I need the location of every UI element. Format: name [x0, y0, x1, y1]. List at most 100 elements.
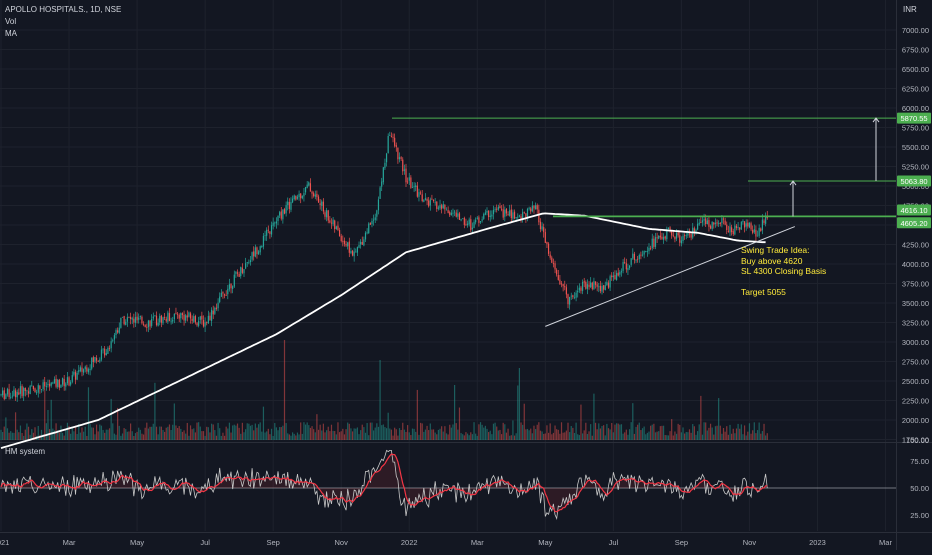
candle-body [458, 213, 461, 220]
volume-bar [185, 433, 187, 440]
candle-body [447, 210, 449, 214]
candle-body [84, 366, 86, 370]
volume-bar [249, 425, 252, 440]
candle-body [402, 159, 404, 172]
candle-body [594, 281, 597, 285]
candle-body [183, 314, 185, 321]
volume-bar [172, 424, 174, 440]
candle-body [449, 212, 451, 216]
candle-body [421, 194, 423, 201]
level-badge [897, 204, 931, 216]
volume-bar [275, 427, 277, 440]
volume-bar [431, 429, 433, 440]
candle-body [313, 193, 315, 196]
candle-body [340, 235, 342, 242]
osc-slow-line [0, 453, 768, 513]
candle-body [598, 286, 600, 288]
volume-bar [614, 424, 616, 440]
volume-bar [750, 433, 752, 440]
candle-body [108, 348, 111, 349]
candle-body [330, 222, 333, 224]
volume-bar [645, 434, 647, 440]
volume-bar [10, 431, 12, 440]
candle-body [45, 385, 47, 387]
volume-bar [573, 432, 576, 440]
volume-bar [112, 423, 114, 440]
volume-bar [361, 424, 363, 440]
candle-body [0, 394, 2, 396]
candle-body [280, 211, 282, 219]
candle-body [198, 320, 200, 326]
candle-body [316, 193, 318, 197]
candle-body [110, 341, 112, 349]
candle-body [674, 236, 676, 240]
volume-bar [188, 435, 190, 440]
volume-bar [518, 368, 520, 440]
volume-bar [695, 434, 697, 440]
candle-body [136, 316, 138, 321]
level-badge-label: 5063.80 [900, 177, 927, 186]
volume-bar [3, 426, 5, 440]
volume-bar [546, 425, 548, 440]
volume-bar [326, 430, 328, 440]
volume-bar [632, 403, 634, 440]
volume-bar [693, 426, 695, 440]
osc-fast-line [0, 449, 768, 520]
volume-bar [230, 432, 232, 440]
candle-body [471, 227, 474, 230]
candle-body [700, 222, 702, 223]
candle-body [510, 209, 512, 219]
candle-body [52, 382, 54, 384]
volume-bar [559, 433, 561, 440]
candle-body [556, 269, 558, 275]
volume-bar [549, 423, 551, 440]
candle-body [390, 135, 393, 137]
candle-body [47, 384, 49, 386]
volume-bar [622, 433, 624, 440]
candle-body [546, 242, 548, 245]
candle-body [74, 371, 77, 380]
candle-body [149, 320, 151, 327]
candle-body [604, 285, 606, 291]
volume-bar [541, 431, 543, 440]
candle-body [285, 205, 287, 214]
volume-bar [356, 427, 358, 440]
volume-bar [713, 434, 715, 440]
candle-body [569, 296, 571, 305]
annotation-line-3: SL 4300 Closing Basis [741, 266, 827, 276]
candle-body [462, 218, 464, 220]
candle-body [353, 251, 355, 257]
candle-body [431, 198, 433, 200]
candle-body [130, 316, 132, 319]
price-tick-label: 2250.00 [902, 397, 929, 406]
volume-bar [677, 423, 679, 440]
time-tick-label: Jul [609, 538, 619, 547]
candle-body [162, 317, 164, 324]
osc-tick-label: 75.00 [910, 457, 929, 466]
candle-body [552, 263, 555, 265]
volume-bar [78, 423, 80, 440]
candle-body [32, 385, 34, 389]
candle-body [381, 181, 383, 187]
volume-bar [329, 431, 331, 440]
candle-body [235, 271, 237, 274]
price-tick-label: 4000.00 [902, 260, 929, 269]
volume-bar [160, 426, 162, 440]
candle-body [76, 373, 78, 380]
candle-body [484, 212, 486, 215]
volume-bar [616, 423, 618, 440]
candle-body [701, 220, 704, 223]
volume-bar [599, 428, 601, 440]
candle-body [322, 201, 324, 212]
candle-body [400, 157, 402, 159]
candle-body [436, 201, 438, 209]
candle-body [6, 388, 9, 395]
candle-body [225, 295, 227, 296]
candle-body [408, 177, 410, 181]
candle-body [572, 295, 574, 298]
volume-bar [350, 428, 352, 440]
volume-bar [219, 428, 221, 440]
volume-bar [66, 422, 69, 440]
volume-bar [763, 423, 765, 440]
